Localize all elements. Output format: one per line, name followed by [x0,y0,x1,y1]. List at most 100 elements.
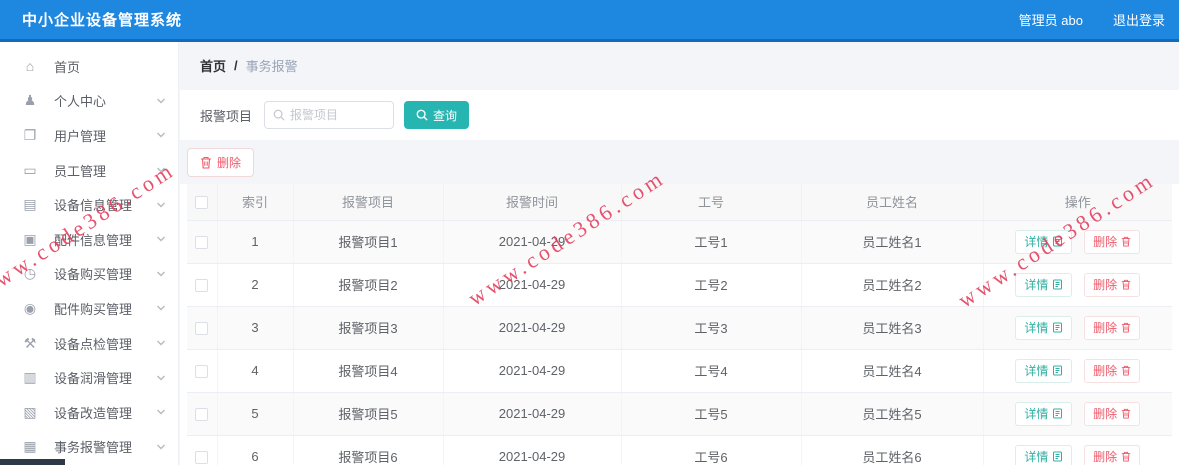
detail-button[interactable]: 详情 [1015,272,1073,297]
chevron-down-icon [157,305,165,311]
cell-index: 6 [217,435,294,465]
sidebar-item[interactable]: ◷ 设备购买管理 [0,257,178,292]
table-row: 3 报警项目3 2021-04-29 工号3 员工姓名3 详情 [187,306,1172,350]
sidebar-item[interactable]: ▧ 设备改造管理 [0,395,178,430]
delete-row-button[interactable]: 删除 [1084,358,1141,383]
sidebar-item[interactable]: ⌂ 首页 [0,49,178,84]
row-checkbox[interactable] [195,408,209,422]
cell-item: 报警项目5 [293,392,444,436]
clipboard-icon: ▣ [23,230,37,247]
detail-button[interactable]: 详情 [1015,358,1073,383]
cell-item: 报警项目4 [293,349,444,393]
sidebar-item[interactable]: ▦ 事务报警管理 [0,430,178,465]
trash-icon [1121,322,1131,333]
search-input[interactable] [290,108,386,122]
logout-link[interactable]: 退出登录 [1112,13,1165,28]
sidebar-item-label: 设备改造管理 [54,405,133,421]
checkbox-cell [187,435,218,465]
search-label: 报警项目 [200,108,253,124]
location-icon: ◉ [23,299,37,316]
breadcrumb-separator: / [234,57,238,73]
cell-actions: 详情 删除 [983,435,1172,465]
cell-index: 3 [217,306,294,350]
search-icon [416,109,428,121]
sidebar-item-label: 用户管理 [54,128,107,144]
sidebar-item[interactable]: ▤ 设备信息管理 [0,187,178,222]
sidebar-item[interactable]: ♟ 个人中心 [0,84,178,119]
row-checkbox[interactable] [195,236,209,250]
query-button[interactable]: 查询 [404,101,470,129]
cell-time: 2021-04-29 [443,263,622,307]
detail-icon [1053,236,1063,247]
user-info[interactable]: 管理员 abo [1018,13,1083,28]
select-all-checkbox[interactable] [195,196,209,210]
sidebar-item-label: 设备润滑管理 [54,371,133,387]
row-checkbox[interactable] [195,322,209,336]
main-content: 首页 / 事务报警 报警项目 查询 删除 [180,42,1179,465]
sidebar-item-label: 首页 [54,59,81,75]
sidebar-item[interactable]: ❐ 用户管理 [0,118,178,153]
cell-time: 2021-04-29 [443,220,622,264]
detail-icon [1053,408,1063,419]
cell-actions: 详情 删除 [983,392,1172,436]
detail-button-label: 详情 [1024,450,1049,464]
chevron-down-icon [157,271,165,277]
delete-row-button[interactable]: 删除 [1084,272,1141,297]
cell-name: 员工姓名1 [801,220,984,264]
detail-button-label: 详情 [1024,321,1049,335]
trash-icon [1121,451,1131,462]
detail-button[interactable]: 详情 [1015,229,1073,254]
chevron-down-icon [157,202,165,208]
detail-icon [1053,279,1063,290]
row-checkbox[interactable] [195,451,209,465]
sidebar-item-label: 配件信息管理 [54,232,133,248]
delete-row-button[interactable]: 删除 [1084,315,1141,340]
search-form: 报警项目 查询 [180,90,1179,140]
cell-index: 2 [217,263,294,307]
detail-icon [1053,365,1063,376]
row-checkbox[interactable] [195,365,209,379]
delete-row-button-label: 删除 [1093,278,1118,292]
cell-index: 5 [217,392,294,436]
delete-row-button[interactable]: 删除 [1084,444,1141,465]
table-body: 1 报警项目1 2021-04-29 工号1 员工姓名1 详情 [187,220,1172,465]
sidebar-item[interactable]: ◉ 配件购买管理 [0,291,178,326]
chevron-down-icon [157,409,165,415]
device-icon: ▥ [23,369,37,386]
sidebar-item[interactable]: ⚒ 设备点检管理 [0,326,178,361]
breadcrumb-home[interactable]: 首页 [200,58,227,74]
delete-button[interactable]: 删除 [187,147,255,177]
row-checkbox[interactable] [195,279,209,293]
cell-time: 2021-04-29 [443,392,622,436]
detail-button[interactable]: 详情 [1015,401,1073,426]
trash-icon [1121,236,1131,247]
cell-workid: 工号2 [621,263,802,307]
user-icon: ♟ [23,92,37,109]
chart-icon: ▧ [23,403,37,420]
column-header: 报警项目 [293,184,444,221]
detail-button[interactable]: 详情 [1015,315,1073,340]
cell-name: 员工姓名3 [801,306,984,350]
cell-actions: 详情 删除 [983,349,1172,393]
detail-button[interactable]: 详情 [1015,444,1073,465]
select-all-cell [187,184,218,221]
cell-workid: 工号4 [621,349,802,393]
cell-time: 2021-04-29 [443,349,622,393]
chevron-down-icon [157,340,165,346]
delete-button-label: 删除 [217,155,242,170]
detail-button-label: 详情 [1024,235,1049,249]
sidebar: ⌂ 首页 ♟ 个人中心 ❐ 用户管理 ▭ 员工管理 ▤ 设备信息管理 ▣ [0,42,179,465]
alarm-table: 索引 报警项目 报警时间 工号 员工姓名 操作 1 报警项目1 [187,184,1172,465]
sidebar-item-label: 个人中心 [54,94,107,110]
cell-name: 员工姓名4 [801,349,984,393]
column-header: 员工姓名 [801,184,984,221]
sidebar-item[interactable]: ▭ 员工管理 [0,153,178,188]
cell-item: 报警项目1 [293,220,444,264]
sidebar-item-label: 设备信息管理 [54,198,133,214]
trash-icon [1121,408,1131,419]
delete-row-button[interactable]: 删除 [1084,401,1141,426]
delete-row-button[interactable]: 删除 [1084,229,1141,254]
detail-icon [1053,322,1063,333]
sidebar-item[interactable]: ▥ 设备润滑管理 [0,360,178,395]
sidebar-item[interactable]: ▣ 配件信息管理 [0,222,178,257]
